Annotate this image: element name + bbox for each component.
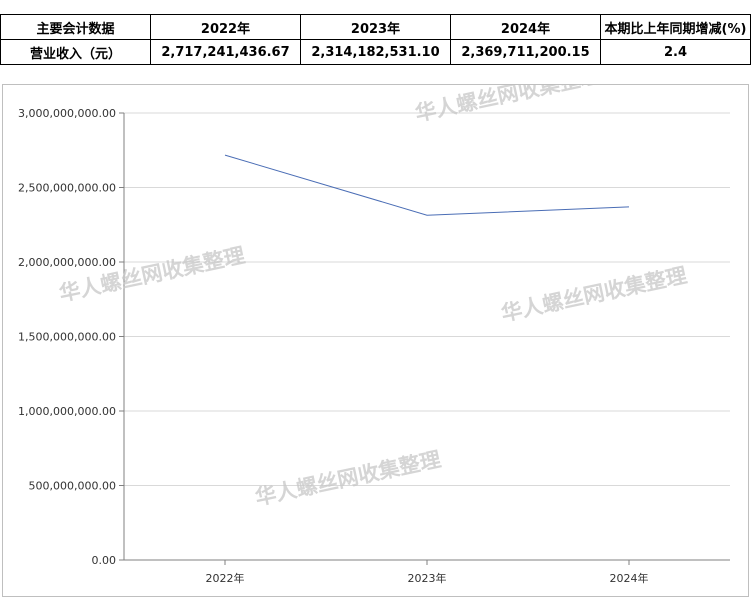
x-tick-label: 2023年 (408, 571, 447, 585)
watermark: 华人螺丝网收集整理 (499, 263, 689, 326)
table-header-cell: 本期比上年同期增减(%) (600, 14, 751, 40)
y-tick-label: 2,500,000,000.00 (18, 182, 116, 195)
watermark-layer: 华人螺丝网收集整理 华人螺丝网收集整理 华人螺丝网收集整理 华人螺丝网收集整理 (57, 85, 689, 510)
y-tick-label: 1,000,000,000.00 (18, 405, 116, 418)
table-cell: 2.4 (600, 39, 751, 65)
y-tick-label: 1,500,000,000.00 (18, 331, 116, 344)
table-header-cell: 2024年 (450, 14, 601, 40)
table-header-row: 主要会计数据 2022年 2023年 2024年 本期比上年同期增减(%) (0, 14, 751, 40)
series-line (224, 154, 630, 216)
y-tick-label: 3,000,000,000.00 (18, 107, 116, 120)
chart-frame: 0.00 500,000,000.00 1,000,000,000.00 1,500,… (2, 84, 749, 597)
table-header-cell: 2022年 (150, 14, 301, 40)
line-chart: 0.00 500,000,000.00 1,000,000,000.00 1,500,… (18, 85, 730, 585)
table-header-cell: 2023年 (300, 14, 451, 40)
y-tick-label: 0.00 (92, 554, 117, 567)
table-cell: 营业收入（元） (0, 39, 151, 65)
table-cell: 2,369,711,200.15 (450, 39, 601, 65)
y-tick-label: 2,000,000,000.00 (18, 256, 116, 269)
data-table: 主要会计数据 2022年 2023年 2024年 本期比上年同期增减(%) 营业… (0, 14, 751, 65)
watermark: 华人螺丝网收集整理 (413, 85, 603, 126)
table-header-cell: 主要会计数据 (0, 14, 151, 40)
x-tick-label: 2022年 (206, 571, 245, 585)
grid-layer (124, 112, 730, 486)
x-tick-label: 2024年 (610, 571, 649, 585)
series-layer (224, 154, 630, 216)
table-row: 营业收入（元） 2,717,241,436.67 2,314,182,531.1… (0, 39, 751, 65)
y-tick-label: 500,000,000.00 (29, 480, 116, 493)
watermark: 华人螺丝网收集整理 (57, 243, 247, 306)
table-cell: 2,314,182,531.10 (300, 39, 451, 65)
watermark: 华人螺丝网收集整理 (253, 447, 443, 510)
table-cell: 2,717,241,436.67 (150, 39, 301, 65)
axis-layer: 0.00 500,000,000.00 1,000,000,000.00 1,500,… (18, 107, 730, 585)
